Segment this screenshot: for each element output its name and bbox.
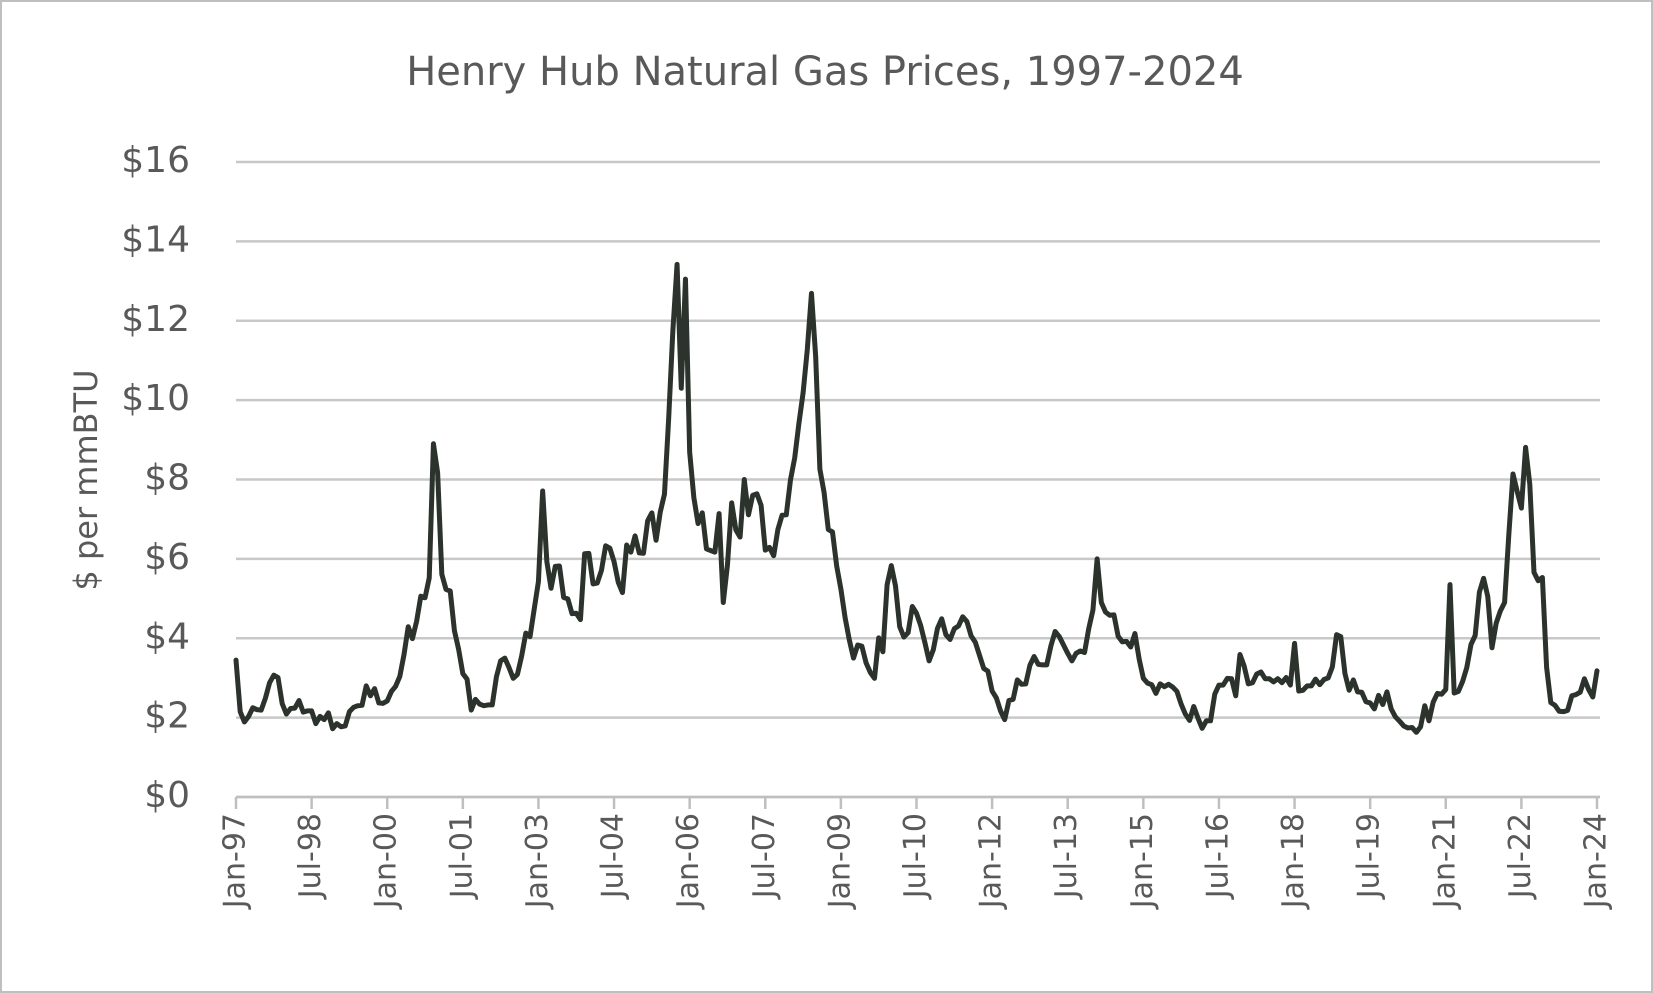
- y-tick-label: $8: [144, 458, 190, 499]
- x-tick-label: Jan-15: [1125, 813, 1160, 910]
- x-tick-label: Jul-04: [596, 813, 631, 900]
- y-tick-label: $12: [121, 299, 190, 340]
- x-tick-label: Jan-21: [1427, 813, 1462, 910]
- y-axis-label: $ per mmBTU: [67, 369, 105, 590]
- price-line: [233, 261, 1600, 735]
- x-tick-label: Jan-12: [974, 813, 1009, 910]
- x-tick-label: Jul-19: [1352, 813, 1387, 900]
- x-tick-label: Jul-22: [1503, 813, 1538, 900]
- x-tick-label: Jan-03: [520, 813, 555, 910]
- x-tick-label: Jan-97: [218, 813, 253, 910]
- x-tick-label: Jan-09: [822, 813, 857, 910]
- x-tick-label: Jul-01: [444, 813, 479, 900]
- y-tick-label: $2: [144, 696, 190, 737]
- y-tick-label: $16: [121, 140, 190, 181]
- x-tick-label: Jan-06: [671, 813, 706, 910]
- y-tick-label: $10: [121, 378, 190, 419]
- y-tick-label: $0: [144, 775, 190, 816]
- x-tick-label: Jul-98: [293, 813, 328, 900]
- y-tick-label: $14: [121, 219, 190, 260]
- x-tick-label: Jan-24: [1579, 813, 1614, 910]
- x-tick-label: Jul-13: [1049, 813, 1084, 900]
- x-tick-label: Jan-00: [369, 813, 404, 910]
- chart-title: Henry Hub Natural Gas Prices, 1997-2024: [406, 49, 1244, 95]
- x-tick-label: Jul-10: [898, 813, 933, 900]
- x-tick-label: Jul-16: [1200, 813, 1235, 900]
- x-tick-label: Jul-07: [747, 813, 782, 900]
- x-tick-label: Jan-18: [1276, 813, 1311, 910]
- y-tick-label: $4: [144, 616, 190, 657]
- y-tick-label: $6: [144, 537, 190, 578]
